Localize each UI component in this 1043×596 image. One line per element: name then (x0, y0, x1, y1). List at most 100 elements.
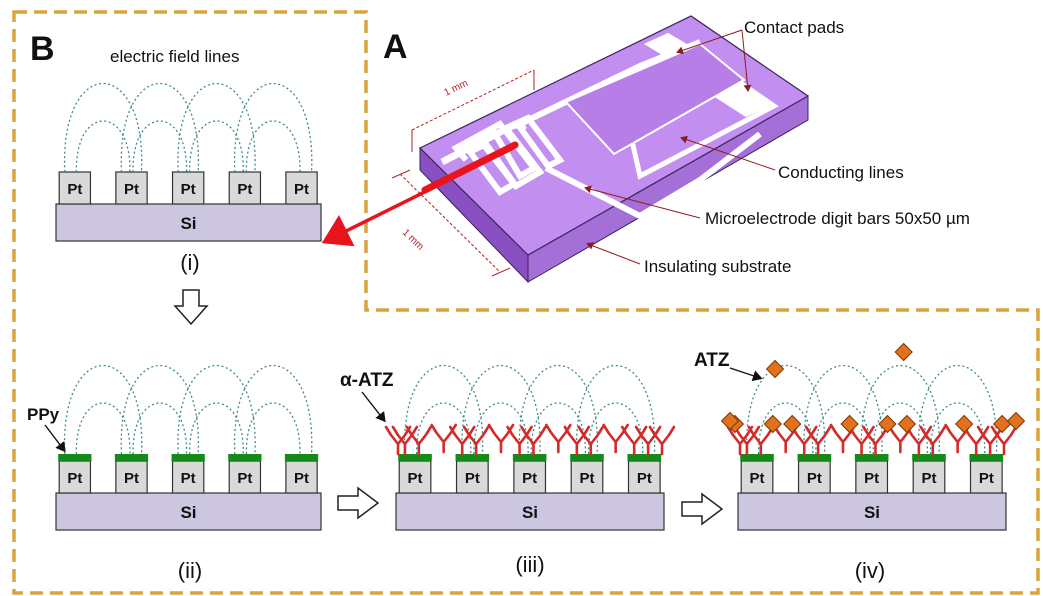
pointer-highlight (421, 141, 519, 194)
process-arrow-right-2 (681, 492, 724, 526)
callout-digit-bars: Microelectrode digit bars 50x50 µm (705, 209, 970, 228)
pt-label: Pt (979, 470, 994, 487)
pt-electrode (855, 460, 889, 494)
step-iii-label: (iii) (515, 552, 544, 577)
pt-electrode (228, 171, 262, 205)
field-line-outer (404, 365, 484, 455)
pt-label: Pt (750, 470, 765, 487)
atz-antigen (763, 414, 783, 434)
field-line-inner (75, 402, 131, 455)
ppy-layer (797, 454, 832, 461)
atz-label: ATZ (694, 350, 730, 371)
pt-label: Pt (124, 181, 139, 198)
antibody (577, 425, 605, 456)
antibody (804, 425, 832, 456)
panel-b-letter: B (30, 30, 55, 68)
pt-label: Pt (181, 181, 196, 198)
field-line-outer (860, 365, 940, 455)
antibody (848, 425, 875, 456)
step-i-label: (i) (180, 250, 200, 275)
ppy-layer (627, 454, 662, 461)
pt-label: Pt (408, 470, 423, 487)
field-line-outer (120, 365, 199, 455)
antibody (462, 425, 490, 456)
atz-antigen (897, 414, 917, 434)
dimension-top-label: 1 mm (442, 78, 469, 99)
atz-antigen (765, 359, 785, 379)
pt-label: Pt (294, 470, 309, 487)
step-i: Si Pt Pt Pt Pt Pt (55, 83, 322, 242)
atz-antigen (955, 414, 974, 434)
ppy-layer (228, 454, 262, 461)
pt-electrode (171, 460, 205, 494)
conducting-line-right (544, 131, 762, 220)
field-line-outer (234, 365, 313, 455)
antibody (384, 425, 412, 456)
antibody (602, 423, 629, 454)
ppy-layer (114, 454, 149, 461)
antibody (620, 425, 648, 456)
ppy-layer (398, 454, 432, 461)
pt-electrode (58, 171, 92, 205)
antibody (430, 423, 457, 454)
si-label: Si (864, 503, 880, 522)
ppy-layer (740, 454, 774, 461)
pt-label: Pt (522, 470, 537, 487)
process-arrow-right-1 (337, 486, 380, 520)
ppy-arrow (44, 424, 66, 453)
atz-antigen (720, 411, 740, 431)
pt-electrode (912, 460, 946, 494)
step-iv: Si Pt Pt Pt Pt Pt (720, 342, 1026, 531)
antibody (634, 425, 662, 456)
field-line-outer (64, 83, 143, 173)
si-substrate (55, 203, 322, 242)
field-line-outer (177, 83, 256, 173)
pt-label: Pt (237, 181, 252, 198)
pt-label: Pt (237, 470, 252, 487)
panel-a: A 1 mm (321, 15, 970, 284)
ppy-layer (284, 454, 319, 461)
field-line-outer (576, 365, 656, 455)
step-ii-label: (ii) (178, 558, 202, 583)
pt-label: Pt (864, 470, 879, 487)
step-iii: Si Pt Pt Pt Pt Pt (384, 365, 676, 531)
pt-electrode (513, 460, 547, 494)
pt-label: Pt (807, 470, 822, 487)
pt-electrode (171, 171, 205, 205)
field-lines-label: electric field lines (110, 47, 239, 66)
ppy-layer (455, 454, 490, 461)
anti-atz-arrow (361, 391, 386, 423)
process-arrow-down (173, 289, 209, 326)
pt-electrode (285, 171, 318, 205)
anti-atz-label: α-ATZ (340, 370, 394, 391)
antibody (545, 423, 572, 454)
chip (321, 15, 810, 284)
field-line-outer (120, 83, 199, 173)
antibody (962, 425, 990, 456)
callout-insulating-substrate: Insulating substrate (644, 257, 791, 276)
pt-electrode (797, 460, 831, 494)
field-line-outer (518, 365, 598, 455)
field-line-outer (177, 365, 256, 455)
antibody (487, 423, 515, 454)
antibody (448, 425, 476, 456)
field-line-outer (234, 83, 313, 173)
pt-label: Pt (465, 470, 480, 487)
si-substrate (55, 492, 322, 531)
pt-label: Pt (67, 470, 82, 487)
atz-antigen (992, 414, 1012, 434)
antibody (905, 425, 933, 456)
ppy-label: PPy (27, 405, 60, 424)
dimension-left-label: 1 mm (400, 227, 426, 252)
si-label: Si (180, 214, 196, 233)
panel-a-letter: A (383, 28, 408, 66)
pt-electrode (570, 460, 604, 494)
pt-label: Pt (181, 470, 196, 487)
antibody (563, 425, 591, 456)
ppy-layer (171, 454, 205, 461)
antibody (648, 425, 676, 456)
pt-label: Pt (921, 470, 936, 487)
si-label: Si (180, 503, 196, 522)
field-line-inner (75, 120, 131, 173)
